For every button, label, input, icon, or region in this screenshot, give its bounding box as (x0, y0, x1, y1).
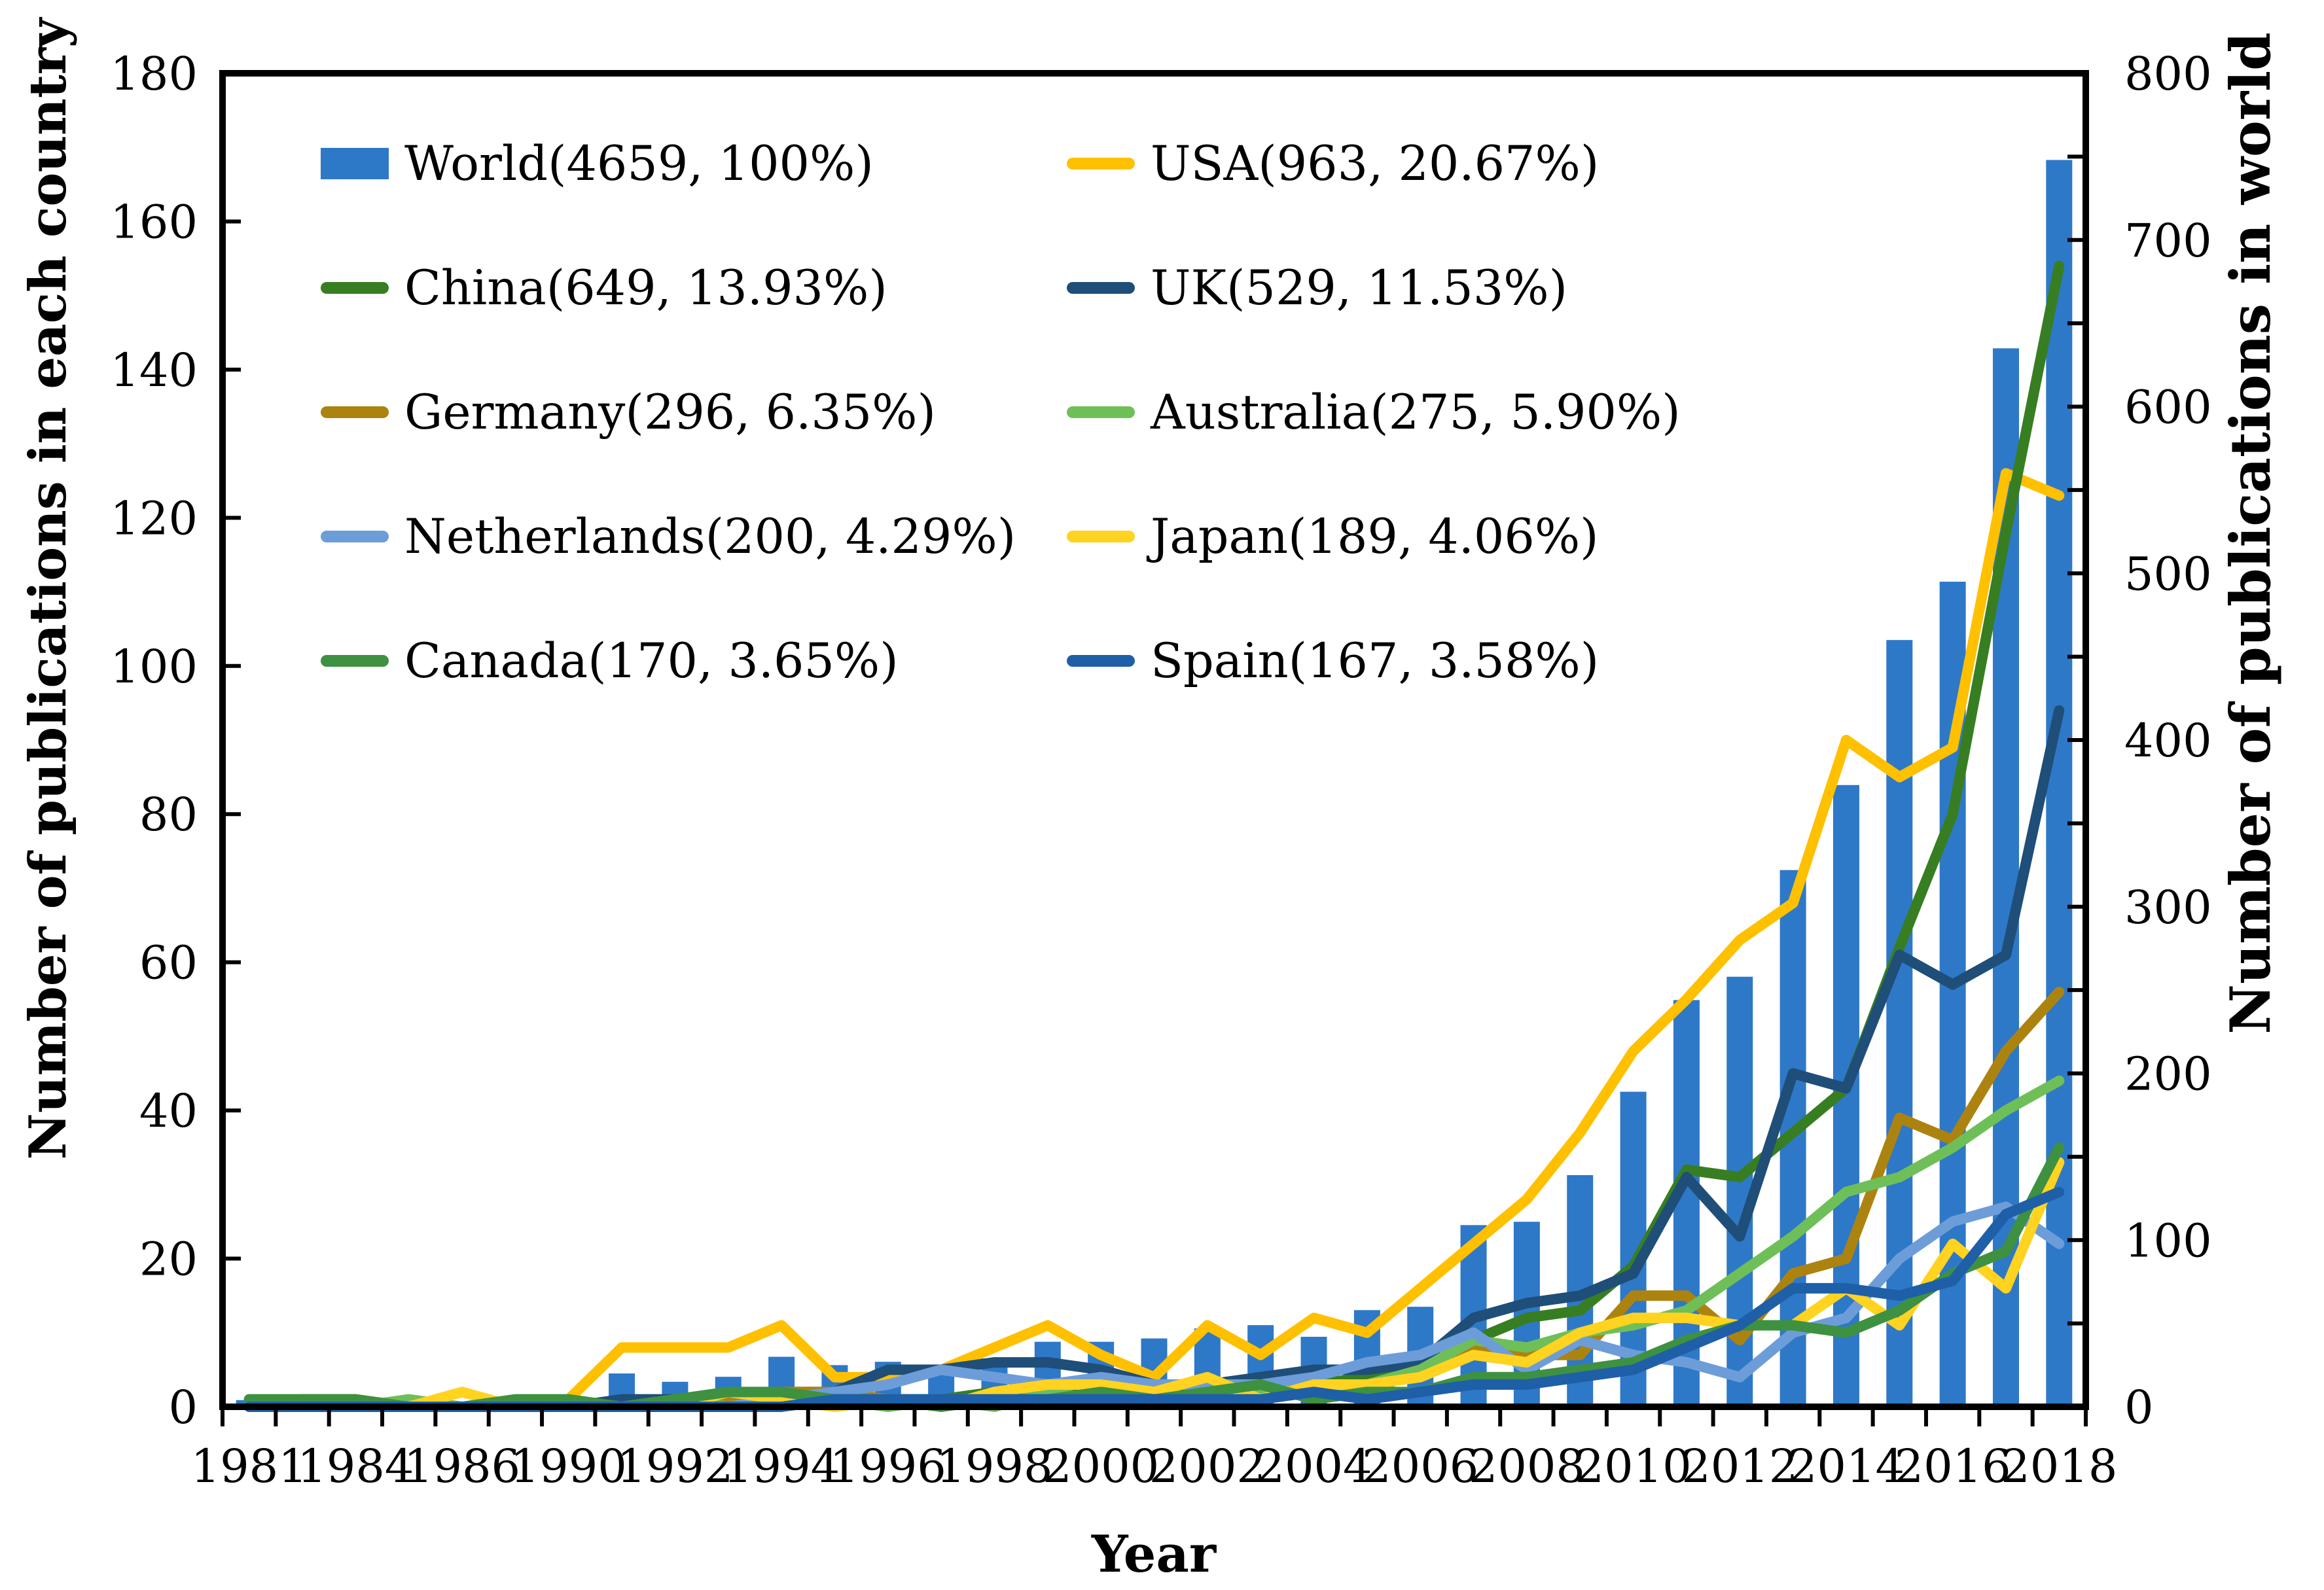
svg-text:120: 120 (110, 491, 198, 545)
legend-label: World(4659, 100%) (404, 135, 874, 192)
svg-text:160: 160 (110, 195, 198, 249)
china-line-swatch-icon (321, 282, 389, 294)
svg-text:1986: 1986 (404, 1440, 520, 1493)
legend-item-china: China(649, 13.93%) (321, 249, 887, 327)
netherlands-line-swatch-icon (321, 531, 389, 542)
svg-text:1998: 1998 (936, 1440, 1052, 1493)
svg-text:100: 100 (2124, 1214, 2212, 1267)
legend-label: Netherlands(200, 4.29%) (404, 508, 1016, 565)
legend-item-australia: Australia(275, 5.90%) (1067, 373, 1681, 451)
legend-label: UK(529, 11.53%) (1151, 260, 1568, 316)
legend-label: USA(963, 20.67%) (1151, 135, 1600, 192)
svg-text:2002: 2002 (1149, 1440, 1266, 1493)
svg-text:600: 600 (2124, 381, 2212, 434)
legend-label: China(649, 13.93%) (404, 260, 887, 316)
legend-item-japan: Japan(189, 4.06%) (1067, 497, 1599, 576)
svg-text:1981: 1981 (191, 1440, 308, 1493)
svg-text:2018: 2018 (2001, 1440, 2117, 1493)
svg-text:1990: 1990 (510, 1440, 627, 1493)
svg-text:2012: 2012 (1681, 1440, 1798, 1493)
svg-text:40: 40 (139, 1084, 198, 1138)
usa-line-swatch-icon (1067, 158, 1135, 169)
svg-text:500: 500 (2124, 547, 2212, 601)
legend-item-spain: Spain(167, 3.58%) (1067, 622, 1599, 700)
legend-label: Germany(296, 6.35%) (404, 384, 937, 440)
svg-text:2004: 2004 (1255, 1440, 1372, 1493)
svg-text:80: 80 (139, 788, 198, 841)
svg-text:20: 20 (139, 1233, 198, 1286)
spain-line-swatch-icon (1067, 655, 1135, 667)
legend-label: Canada(170, 3.65%) (404, 633, 899, 689)
svg-text:0: 0 (2124, 1381, 2154, 1434)
svg-text:180: 180 (110, 47, 198, 101)
svg-text:2016: 2016 (1895, 1440, 2011, 1493)
svg-text:100: 100 (110, 640, 198, 694)
legend-item-netherlands: Netherlands(200, 4.29%) (321, 497, 1016, 576)
svg-text:300: 300 (2124, 881, 2212, 934)
svg-text:0: 0 (168, 1381, 198, 1434)
legend-label: Australia(275, 5.90%) (1151, 384, 1681, 440)
svg-text:200: 200 (2124, 1048, 2212, 1101)
svg-text:60: 60 (139, 936, 198, 990)
legend-item-usa: USA(963, 20.67%) (1067, 124, 1599, 203)
world-bars-layer (236, 160, 2073, 1407)
svg-text:2014: 2014 (1788, 1440, 1904, 1493)
germany-line-swatch-icon (321, 406, 389, 418)
svg-text:1984: 1984 (297, 1440, 414, 1493)
svg-text:800: 800 (2124, 47, 2212, 101)
legend-label: Spain(167, 3.58%) (1151, 633, 1600, 689)
svg-text:400: 400 (2124, 714, 2212, 768)
svg-text:1996: 1996 (830, 1440, 946, 1493)
x-axis-title: Year (1091, 1525, 1217, 1584)
japan-line-swatch-icon (1067, 531, 1135, 542)
right-axis-title: Number of publications in world (2218, 32, 2283, 1034)
svg-text:140: 140 (110, 344, 198, 397)
legend-item-uk: UK(529, 11.53%) (1067, 249, 1567, 327)
svg-text:1992: 1992 (617, 1440, 733, 1493)
axes-layer: 1981198419861990199219941996199820002002… (110, 47, 2211, 1493)
uk-line-swatch-icon (1067, 282, 1135, 294)
world-bar-swatch-icon (321, 148, 389, 179)
left-axis-title: Number of publications in each country (18, 16, 78, 1159)
legend-item-germany: Germany(296, 6.35%) (321, 373, 936, 451)
legend-label: Japan(189, 4.06%) (1151, 508, 1599, 565)
svg-text:2010: 2010 (1575, 1440, 1692, 1493)
svg-text:2006: 2006 (1362, 1440, 1478, 1493)
canada-line-swatch-icon (321, 655, 389, 667)
svg-text:2000: 2000 (1043, 1440, 1159, 1493)
svg-text:700: 700 (2124, 214, 2212, 268)
australia-line-swatch-icon (1067, 406, 1135, 418)
legend-item-world: World(4659, 100%) (321, 124, 874, 203)
legend-item-canada: Canada(170, 3.65%) (321, 622, 899, 700)
svg-text:2008: 2008 (1469, 1440, 1585, 1493)
svg-text:1994: 1994 (723, 1440, 840, 1493)
